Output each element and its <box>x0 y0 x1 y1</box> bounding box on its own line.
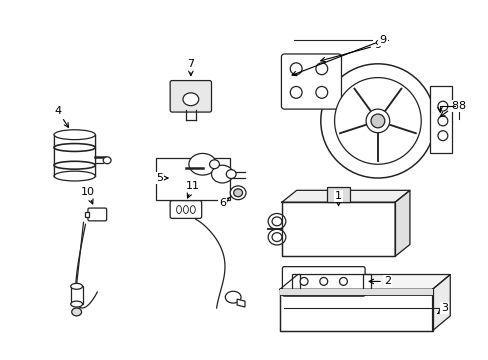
Ellipse shape <box>233 189 242 197</box>
Bar <box>326 188 349 202</box>
Ellipse shape <box>190 206 195 213</box>
Bar <box>282 202 394 256</box>
Text: 4: 4 <box>54 106 68 127</box>
Circle shape <box>300 278 307 285</box>
FancyBboxPatch shape <box>282 267 365 296</box>
Polygon shape <box>279 275 449 289</box>
Polygon shape <box>394 190 409 256</box>
Text: 6: 6 <box>219 198 229 208</box>
Text: 7: 7 <box>187 59 194 76</box>
Ellipse shape <box>225 291 241 303</box>
Ellipse shape <box>188 153 216 175</box>
Text: 2: 2 <box>368 276 390 287</box>
Polygon shape <box>282 190 409 202</box>
Circle shape <box>315 86 327 98</box>
Bar <box>282 202 394 256</box>
Circle shape <box>437 101 447 111</box>
Text: 5: 5 <box>156 173 167 183</box>
Text: 9: 9 <box>291 35 386 76</box>
Circle shape <box>320 64 434 178</box>
Circle shape <box>370 114 384 128</box>
Circle shape <box>319 278 327 285</box>
FancyBboxPatch shape <box>170 201 201 219</box>
Text: 9: 9 <box>320 40 381 62</box>
Circle shape <box>334 78 420 164</box>
Circle shape <box>315 63 327 75</box>
Bar <box>71 286 82 304</box>
Bar <box>279 289 432 295</box>
Bar <box>363 274 370 289</box>
Bar <box>279 289 432 330</box>
Polygon shape <box>237 299 244 307</box>
Bar <box>429 86 451 153</box>
Ellipse shape <box>271 217 282 226</box>
Text: 3: 3 <box>437 303 447 314</box>
Polygon shape <box>432 275 449 330</box>
Ellipse shape <box>267 213 285 229</box>
Bar <box>54 135 95 176</box>
Ellipse shape <box>71 301 82 307</box>
Ellipse shape <box>271 233 282 242</box>
FancyBboxPatch shape <box>281 54 341 109</box>
Ellipse shape <box>183 93 198 106</box>
Ellipse shape <box>103 157 111 164</box>
Bar <box>292 274 300 289</box>
Text: 1: 1 <box>334 191 341 206</box>
Text: 8: 8 <box>437 101 465 112</box>
Ellipse shape <box>54 130 95 140</box>
Bar <box>279 289 432 330</box>
Circle shape <box>290 86 302 98</box>
FancyBboxPatch shape <box>170 81 211 112</box>
Text: 11: 11 <box>185 181 200 198</box>
Ellipse shape <box>71 283 82 289</box>
Circle shape <box>366 109 389 133</box>
Text: 10: 10 <box>81 187 94 204</box>
Ellipse shape <box>267 229 285 245</box>
Ellipse shape <box>211 165 233 183</box>
Text: 8: 8 <box>439 101 457 117</box>
Circle shape <box>437 131 447 141</box>
Bar <box>156 158 230 200</box>
Ellipse shape <box>230 186 245 200</box>
Ellipse shape <box>72 308 81 316</box>
Polygon shape <box>85 212 89 217</box>
Ellipse shape <box>209 160 219 169</box>
Ellipse shape <box>183 206 188 213</box>
Ellipse shape <box>226 170 236 179</box>
Circle shape <box>339 278 346 285</box>
Circle shape <box>437 116 447 126</box>
Circle shape <box>290 63 302 75</box>
Ellipse shape <box>176 206 181 213</box>
FancyBboxPatch shape <box>88 208 106 221</box>
Ellipse shape <box>54 171 95 181</box>
